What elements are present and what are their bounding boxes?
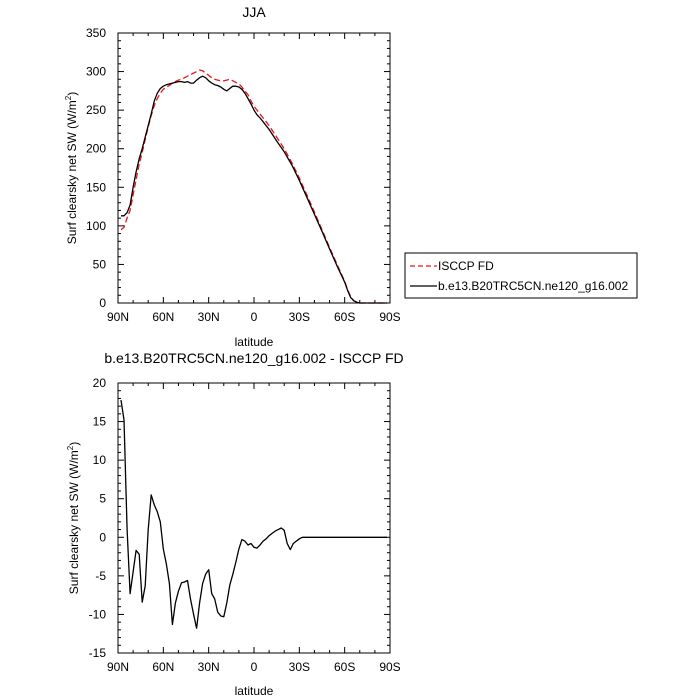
y-tick-label: 5: [99, 492, 106, 506]
bottom-panel-y-axis-title-sup: 2: [66, 445, 75, 450]
top-panel-title: JJA: [242, 4, 266, 20]
top-panel-ticks: 90N 60N 30N 0 30S 60S 90S 0 50 100 150 200 250 300 350: [86, 26, 401, 324]
legend-box: [404, 252, 638, 299]
top-panel-frame: [117, 32, 391, 304]
y-tick-label: 50: [93, 257, 107, 271]
y-tick-label: 300: [86, 65, 106, 79]
bottom-panel: b.e13.B20TRC5CN.ne120_g16.002 - ISCCP FD…: [66, 350, 404, 698]
bottom-panel-lines: [120, 399, 387, 629]
x-tick-label: 60S: [334, 310, 355, 324]
y-tick-label: 15: [93, 415, 107, 429]
top-series-line-0: [120, 69, 387, 304]
x-tick-label: 90N: [107, 310, 129, 324]
legend-label-model: b.e13.B20TRC5CN.ne120_g16.002: [438, 279, 628, 293]
y-tick-label: -15: [89, 646, 107, 660]
y-tick-label: 250: [86, 103, 106, 117]
y-tick-label: 0: [99, 530, 106, 544]
legend-label-isccp: ISCCP FD: [438, 259, 494, 273]
bottom-panel-y-axis-title: Surf clearsky net SW (W/m2): [66, 442, 81, 594]
top-panel: JJA 90N 60N 30N 0 30S 60S 90S 0 50 100 150 200 250 30…: [64, 4, 401, 349]
top-series-line-1: [121, 75, 387, 304]
y-tick-label: 0: [99, 296, 106, 310]
y-tick-label: 200: [86, 142, 106, 156]
y-tick-label: 10: [93, 453, 107, 467]
x-tick-label: 0: [251, 660, 258, 674]
top-panel-lines: [120, 69, 387, 304]
bottom-panel-y-axis-title-main: Surf clearsky net SW (W/m: [67, 450, 81, 594]
legend: ISCCP FD b.e13.B20TRC5CN.ne120_g16.002: [404, 252, 638, 299]
bottom-panel-y-axis-title-close: ): [67, 442, 81, 446]
x-tick-label: 60N: [152, 310, 174, 324]
top-panel-y-axis-title-sup: 2: [64, 95, 73, 100]
bottom-panel-title: b.e13.B20TRC5CN.ne120_g16.002 - ISCCP FD: [104, 350, 403, 366]
x-tick-label: 90S: [379, 310, 400, 324]
x-tick-label: 60S: [334, 660, 355, 674]
y-tick-label: 350: [86, 26, 106, 40]
y-tick-label: 20: [93, 376, 107, 390]
y-tick-label: -10: [89, 607, 107, 621]
x-tick-label: 0: [251, 310, 258, 324]
x-tick-label: 30N: [198, 310, 220, 324]
top-panel-y-axis-title-close: ): [65, 92, 79, 96]
x-tick-label: 60N: [152, 660, 174, 674]
x-tick-label: 30S: [289, 660, 310, 674]
bottom-panel-x-axis-title: latitude: [235, 684, 274, 698]
x-tick-label: 90N: [107, 660, 129, 674]
bottom-series-line-0: [120, 399, 387, 629]
top-panel-y-axis-title-main: Surf clearsky net SW (W/m: [65, 100, 79, 244]
bottom-panel-frame: [117, 382, 391, 654]
bottom-panel-ticks: 90N 60N 30N 0 30S 60S 90S -15 -10 -5 0 5 10 15 20: [89, 376, 401, 674]
top-panel-y-axis-title: Surf clearsky net SW (W/m2): [64, 92, 79, 244]
top-panel-x-axis-title: latitude: [235, 335, 274, 349]
y-tick-label: -5: [95, 569, 106, 583]
x-tick-label: 30S: [289, 310, 310, 324]
y-tick-label: 150: [86, 180, 106, 194]
x-tick-label: 90S: [379, 660, 400, 674]
y-tick-label: 100: [86, 219, 106, 233]
x-tick-label: 30N: [198, 660, 220, 674]
